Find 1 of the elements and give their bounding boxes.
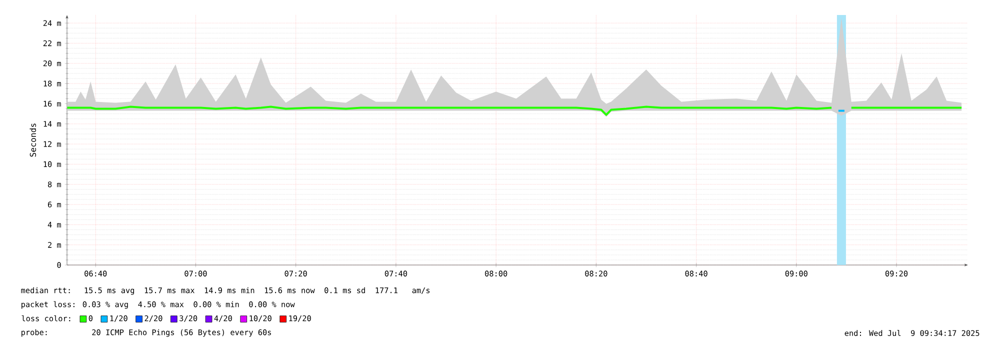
y-axis-title: Seconds xyxy=(30,124,36,157)
